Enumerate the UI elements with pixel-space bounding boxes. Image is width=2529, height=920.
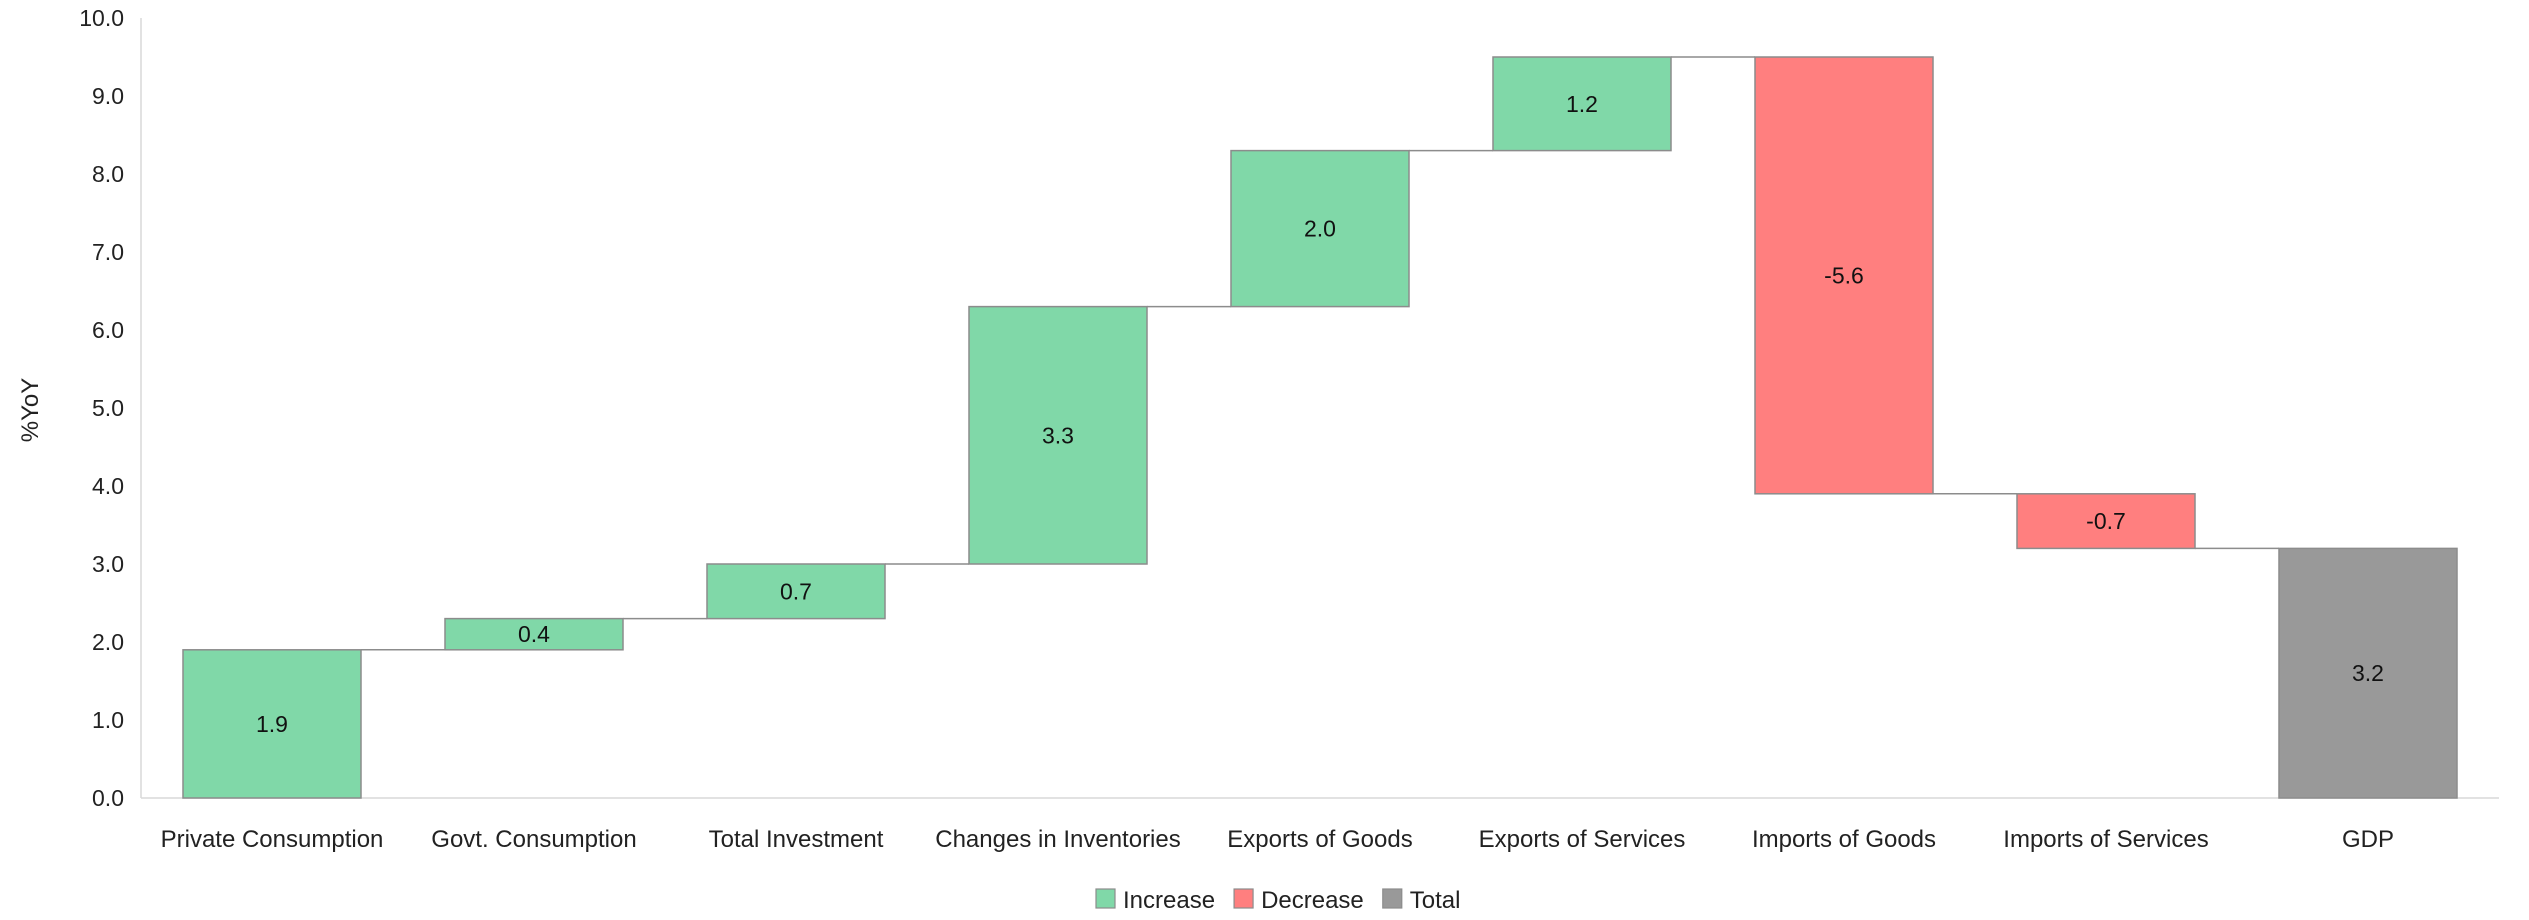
y-tick-label: 2.0 — [92, 629, 124, 655]
y-tick-label: 1.0 — [92, 707, 124, 733]
data-label: 1.2 — [1566, 91, 1598, 117]
legend-label: Increase — [1123, 887, 1215, 914]
data-label: 3.3 — [1042, 422, 1074, 448]
x-tick-label: Imports of Goods — [1752, 826, 1936, 853]
y-tick-label: 10.0 — [79, 5, 124, 31]
legend: Increase Decrease Total — [1095, 887, 1461, 914]
legend-item-total: Total — [1382, 887, 1461, 914]
legend-item-increase: Increase — [1095, 887, 1215, 914]
x-tick-label: Total Investment — [709, 826, 884, 853]
y-tick-label: 7.0 — [92, 239, 124, 265]
data-label: 2.0 — [1304, 216, 1336, 242]
x-tick-label: Imports of Services — [2003, 826, 2208, 853]
legend-label: Decrease — [1261, 887, 1364, 914]
data-label: 0.4 — [518, 621, 550, 647]
legend-label: Total — [1410, 887, 1461, 914]
bar-increase — [444, 617, 624, 651]
y-tick-label: 4.0 — [92, 473, 124, 499]
y-tick-label: 9.0 — [92, 83, 124, 109]
connectors-layer — [361, 56, 2279, 651]
bar-increase — [1230, 149, 1410, 308]
y-tick-label: 3.0 — [92, 551, 124, 577]
x-tick-label: Changes in Inventories — [935, 826, 1180, 853]
y-tick-label: 5.0 — [92, 395, 124, 421]
data-label: -0.7 — [2086, 508, 2126, 534]
x-tick-label: Exports of Services — [1479, 826, 1686, 853]
legend-swatch — [1382, 888, 1403, 909]
x-tick-label: Exports of Goods — [1227, 826, 1412, 853]
x-tick-label: Govt. Consumption — [431, 826, 636, 853]
bar-increase — [1492, 56, 1672, 152]
bar-increase — [968, 305, 1148, 565]
y-axis-title: %YoY — [17, 378, 44, 443]
bars-layer — [182, 56, 2458, 799]
x-tick-label: Private Consumption — [161, 826, 384, 853]
bar-total — [2278, 547, 2458, 799]
data-label: 3.2 — [2352, 660, 2384, 686]
legend-swatch — [1233, 888, 1254, 909]
y-tick-label: 8.0 — [92, 161, 124, 187]
legend-swatch — [1095, 888, 1116, 909]
bar-decrease — [1754, 56, 1934, 495]
legend-item-decrease: Decrease — [1233, 887, 1364, 914]
labels-layer: 1.9 Private Consumption 0.4 Govt. Consumpti… — [161, 91, 2394, 853]
bar-decrease — [2016, 493, 2196, 550]
data-label: 0.7 — [780, 578, 812, 604]
data-label: 1.9 — [256, 711, 288, 737]
y-tick-label: 6.0 — [92, 317, 124, 343]
x-tick-label: GDP — [2342, 826, 2394, 853]
bar-increase — [182, 649, 362, 799]
data-label: -5.6 — [1824, 262, 1864, 288]
axes-layer: 0.0 1.0 2.0 3.0 4.0 5.0 6.0 7.0 8.0 9.0 10.0 — [79, 5, 2499, 811]
y-tick-label: 0.0 — [92, 785, 124, 811]
bar-increase — [706, 563, 886, 620]
